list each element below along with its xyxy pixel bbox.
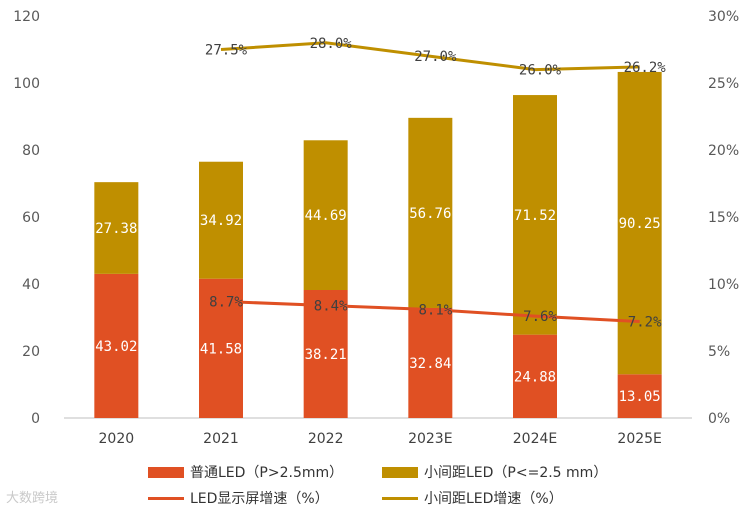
legend-swatch-normal-led [148, 466, 184, 478]
bar-normal-led [513, 334, 557, 418]
line-label-fine-pitch-growth: 27.5% [205, 43, 248, 59]
bar-label-fine-pitch-led: 34.92 [200, 213, 242, 229]
bar-fine-pitch-led [199, 161, 243, 279]
y-tick-label-right: 15% [708, 210, 739, 226]
bar-fine-pitch-led [617, 71, 662, 375]
bars [94, 71, 662, 418]
y-tick-label-right: 20% [708, 143, 739, 159]
y-tick-label-right: 5% [708, 344, 730, 360]
legend-item-normal-led: 普通LED（P>2.5mm） [148, 462, 343, 482]
legend-label-normal-led: 普通LED（P>2.5mm） [190, 465, 344, 481]
legend-swatch-led-display-growth [148, 496, 184, 500]
bar-label-fine-pitch-led: 56.76 [409, 206, 451, 222]
line-label-fine-pitch-growth: 26.2% [624, 60, 667, 76]
growth-lines [220, 41, 640, 324]
line-label-fine-pitch-growth: 27.0% [414, 49, 457, 65]
bar-fine-pitch-led [513, 95, 557, 335]
y-tick-label-right: 30% [708, 9, 739, 25]
x-tick-label: 2021 [203, 431, 239, 447]
legend-swatch-fine-pitch-led [382, 466, 418, 478]
y-tick-label-left: 100 [13, 76, 40, 92]
bar-label-fine-pitch-led: 90.25 [619, 216, 661, 232]
x-tick-label: 2020 [99, 431, 135, 447]
line-label-led-display-growth: 7.2% [628, 315, 662, 331]
line-label-fine-pitch-growth: 28.0% [310, 36, 353, 52]
bar-normal-led [303, 289, 348, 418]
bar-label-fine-pitch-led: 71.52 [514, 208, 556, 224]
y-tick-label-right: 10% [708, 277, 739, 293]
y-tick-label-left: 80 [22, 143, 40, 159]
legend-item-fine-pitch-led: 小间距LED（P<=2.5 mm） [382, 462, 607, 482]
x-tick-label: 2022 [308, 431, 344, 447]
bar-fine-pitch-led [303, 140, 348, 290]
bar-label-fine-pitch-led: 44.69 [305, 208, 347, 224]
y-tick-label-left: 120 [13, 9, 40, 25]
legend-item-led-display-growth: LED显示屏增速（%） [148, 488, 329, 508]
legend-label-fine-pitch-led: 小间距LED（P<=2.5 mm） [424, 465, 608, 481]
x-tick-label: 2025E [617, 431, 661, 447]
line-led-display-growth [220, 299, 640, 324]
bar-label-normal-led: 13.05 [619, 389, 661, 405]
bar-label-normal-led: 38.21 [305, 347, 347, 363]
y-tick-label-right: 0% [708, 411, 730, 427]
legend-item-fine-pitch-growth: 小间距LED增速（%） [382, 488, 563, 508]
bar-normal-led [94, 273, 139, 418]
x-tick-label: 2023E [408, 431, 452, 447]
bar-normal-led [617, 374, 662, 418]
bar-normal-led [408, 307, 453, 418]
line-label-led-display-growth: 8.7% [209, 294, 243, 310]
chart-area: 0 20 40 60 80 100 120 0% 5% 10% 15% 20% 25% 30% 2020 20… [13, 9, 739, 447]
legend-swatch-fine-pitch-growth [382, 496, 418, 500]
line-label-led-display-growth: 7.6% [523, 309, 557, 325]
y-tick-label-left: 40 [22, 277, 40, 293]
bar-label-normal-led: 24.88 [514, 369, 556, 385]
legend-label-fine-pitch-growth: 小间距LED增速（%） [424, 491, 563, 507]
bar-label-normal-led: 41.58 [200, 341, 242, 357]
legend: 普通LED（P>2.5mm） 小间距LED（P<=2.5 mm） LED显示屏增… [0, 452, 752, 512]
bar-label-fine-pitch-led: 27.38 [95, 221, 137, 237]
legend-label-led-display-growth: LED显示屏增速（%） [190, 491, 329, 507]
bar-fine-pitch-led [94, 182, 139, 274]
line-label-led-display-growth: 8.4% [314, 298, 348, 314]
y-tick-label-left: 60 [22, 210, 40, 226]
watermark: 大数跨境 [6, 487, 58, 506]
y-tick-label-left: 20 [22, 344, 40, 360]
data-labels: 43.02 27.38 41.58 34.92 38.21 44.69 32.84 56.76… [95, 36, 666, 405]
line-label-fine-pitch-growth: 26.0% [519, 63, 562, 79]
watermark-text: 大数跨境 [6, 491, 59, 506]
line-fine-pitch-growth [220, 41, 640, 72]
bar-fine-pitch-led [408, 117, 453, 308]
line-label-led-display-growth: 8.1% [418, 302, 452, 318]
axes: 0 20 40 60 80 100 120 0% 5% 10% 15% 20% 25% 30% 2020 20… [13, 9, 739, 447]
y-tick-label-left: 0 [31, 411, 40, 427]
bar-label-normal-led: 43.02 [95, 339, 137, 355]
x-tick-label: 2024E [513, 431, 557, 447]
y-tick-label-right: 25% [708, 76, 739, 92]
bar-label-normal-led: 32.84 [409, 356, 451, 372]
